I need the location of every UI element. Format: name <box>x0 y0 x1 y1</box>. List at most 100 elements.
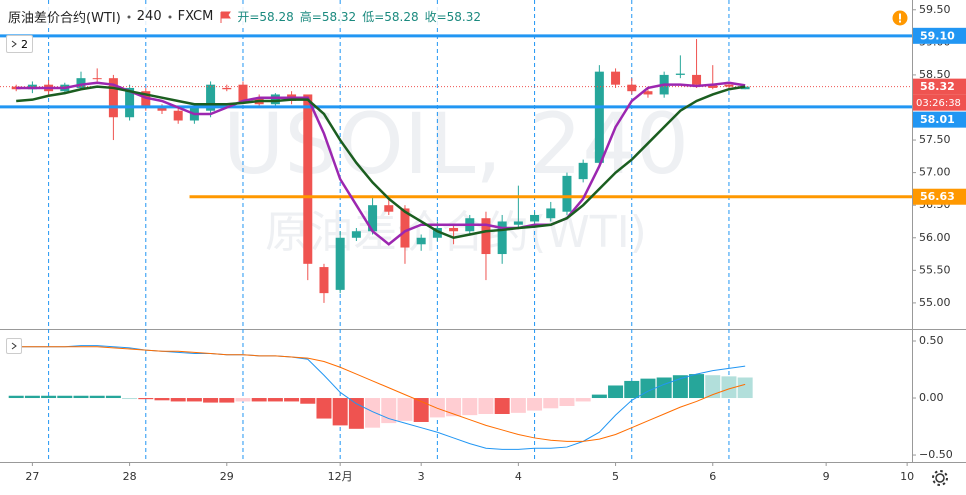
histogram-bar <box>73 395 89 399</box>
candle-body <box>432 227 442 238</box>
x-tick-label: 10 <box>900 470 914 483</box>
histogram-bar <box>462 398 478 416</box>
candle-body <box>562 175 572 212</box>
candle-body <box>303 94 313 264</box>
candle-body <box>740 86 750 90</box>
histogram-bar <box>284 398 300 402</box>
histogram-bar <box>24 395 40 399</box>
candle-body <box>530 214 540 222</box>
y-tick-label: 58.50 <box>919 68 951 81</box>
ohlc-high: 高=58.32 <box>299 10 357 24</box>
countdown-label: 03:26:38 <box>916 98 961 109</box>
candle-body <box>416 237 426 245</box>
y-tick-label: −0.50 <box>919 448 953 461</box>
candle-body <box>497 221 507 255</box>
price-badge-label: 59.10 <box>920 29 955 42</box>
x-tick-label: 12月 <box>328 470 353 483</box>
histogram-bar <box>608 385 624 399</box>
candle-body <box>173 110 183 121</box>
price-badge <box>913 111 966 128</box>
candle-body <box>692 74 702 85</box>
histogram-bar <box>429 398 445 418</box>
candle-body <box>141 91 151 108</box>
histogram-bar <box>575 398 591 402</box>
histogram-bar <box>381 398 397 424</box>
symbol: 原油差价合约(WTI) <box>8 11 121 26</box>
x-tick-label: 28 <box>123 470 137 483</box>
legend-header: 原油差价合约(WTI) 240 FXCM 开=58.28 高=58.32 低=5… <box>6 6 484 27</box>
indicator-line <box>16 81 746 246</box>
indicator-line <box>16 346 746 442</box>
histogram-bar <box>186 398 202 402</box>
histogram-bar <box>543 398 559 409</box>
watermark-name: 原油差价合约(WTI) <box>265 207 647 258</box>
histogram-bar <box>41 395 57 399</box>
price-badge <box>913 188 966 205</box>
candle-body <box>578 162 588 180</box>
histogram-bar <box>316 398 332 419</box>
histogram-bar <box>251 398 267 402</box>
indicator-line <box>16 345 746 450</box>
histogram-bar <box>705 375 721 399</box>
x-tick-label: 5 <box>612 470 619 483</box>
price-badge-label: 56.63 <box>920 190 955 203</box>
histogram-bar <box>8 395 24 399</box>
y-tick-label: 55.50 <box>919 263 951 276</box>
histogram-bar <box>510 398 526 413</box>
indicator-line <box>16 85 746 240</box>
x-tick-label: 9 <box>823 470 830 483</box>
candle-body <box>627 84 637 92</box>
histogram-bar <box>348 398 364 429</box>
macd-toggle[interactable] <box>6 338 22 354</box>
histogram-bar <box>235 398 251 402</box>
candle-body <box>513 221 523 225</box>
histogram-bar <box>446 398 462 417</box>
histogram-bar <box>494 398 510 414</box>
y-tick-label: 55.00 <box>919 296 951 309</box>
settings-icon[interactable] <box>930 468 950 488</box>
candle-body <box>76 78 86 88</box>
histogram-bar <box>413 398 429 422</box>
separator <box>168 15 172 18</box>
candle-body <box>351 231 361 238</box>
x-tick-label: 3 <box>418 470 425 483</box>
histogram-bar <box>559 398 575 407</box>
candle-body <box>270 94 280 105</box>
chevron <box>11 40 17 48</box>
y-tick-label: 57.00 <box>919 166 951 179</box>
flag-icon[interactable] <box>219 11 232 23</box>
candle-body <box>643 91 653 95</box>
histogram-bar <box>478 398 494 414</box>
candle-body <box>108 78 118 118</box>
histogram-bar <box>170 398 186 402</box>
histogram-bar <box>122 398 138 400</box>
price-badge <box>913 78 966 95</box>
x-tick-label: 4 <box>515 470 522 483</box>
candle-body <box>611 71 621 85</box>
candle-body <box>125 87 135 118</box>
candle-body <box>238 84 248 101</box>
histogram-bar <box>397 398 413 421</box>
candle-body <box>594 71 604 163</box>
histogram-bar <box>57 395 73 399</box>
histogram-bar <box>624 380 640 399</box>
y-tick-label: 59.50 <box>919 3 951 16</box>
histogram-bar <box>105 395 121 399</box>
histogram-bar <box>154 398 170 401</box>
ohlc-open: 开=58.28 <box>237 10 294 24</box>
chevron <box>11 342 17 350</box>
candle-body <box>384 205 394 212</box>
candle-body <box>92 78 102 80</box>
interval: 240 <box>136 9 162 24</box>
histogram-bar <box>640 378 656 399</box>
price-badge-label: 58.01 <box>920 113 955 126</box>
candle-body <box>400 208 410 248</box>
indicator-toggle[interactable]: 2 <box>6 35 33 53</box>
candle-body <box>449 227 459 232</box>
histogram-bar <box>737 377 753 399</box>
candle-body <box>335 237 345 290</box>
y-tick-label: 0.50 <box>919 334 944 347</box>
alert-icon[interactable] <box>892 10 908 26</box>
x-tick-label: 6 <box>709 470 716 483</box>
